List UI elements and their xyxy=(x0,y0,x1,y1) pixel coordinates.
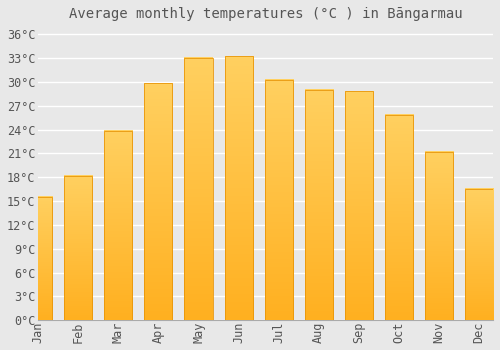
Bar xyxy=(385,115,413,320)
Bar xyxy=(224,56,252,320)
Bar xyxy=(144,84,172,320)
Bar xyxy=(24,197,52,320)
Bar xyxy=(104,131,132,320)
Bar xyxy=(64,176,92,320)
Bar xyxy=(264,79,292,320)
Bar xyxy=(425,152,453,320)
Bar xyxy=(304,90,333,320)
Bar xyxy=(425,152,453,320)
Bar xyxy=(465,189,493,320)
Bar xyxy=(345,91,373,320)
Bar xyxy=(64,176,92,320)
Bar xyxy=(104,131,132,320)
Bar xyxy=(224,56,252,320)
Bar xyxy=(304,90,333,320)
Bar xyxy=(465,189,493,320)
Title: Average monthly temperatures (°C ) in Bāngarmau: Average monthly temperatures (°C ) in Bā… xyxy=(69,7,462,21)
Bar xyxy=(264,79,292,320)
Bar xyxy=(24,197,52,320)
Bar xyxy=(385,115,413,320)
Bar xyxy=(144,84,172,320)
Bar xyxy=(184,58,212,320)
Bar xyxy=(345,91,373,320)
Bar xyxy=(184,58,212,320)
